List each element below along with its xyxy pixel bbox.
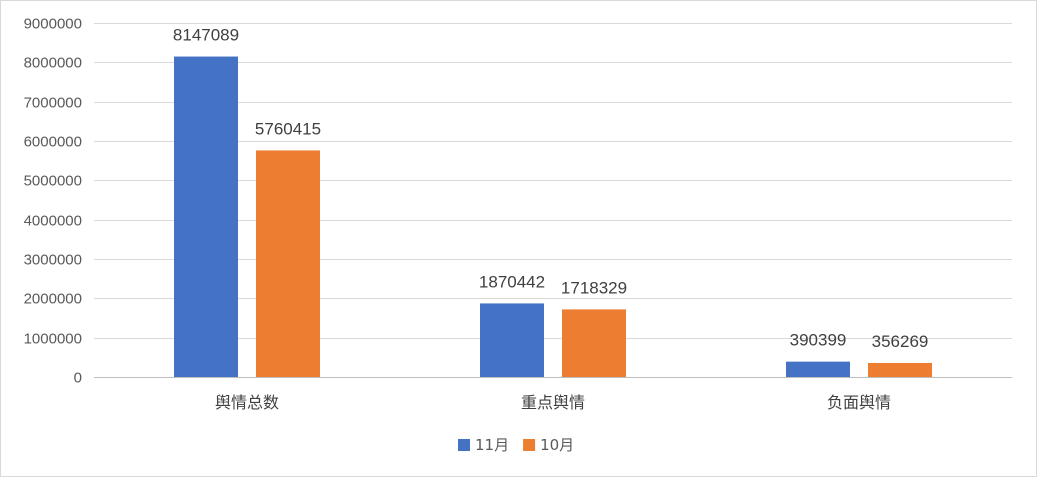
data-label: 1718329 (561, 278, 627, 297)
y-tick-label: 6000000 (24, 134, 82, 151)
data-label: 1870442 (479, 272, 545, 291)
bar (480, 303, 544, 377)
data-label: 390399 (790, 331, 847, 350)
legend-label: 10月 (540, 436, 574, 454)
bar (174, 56, 238, 378)
bar (786, 361, 850, 377)
y-tick-label: 9000000 (24, 16, 82, 33)
y-tick-label: 5000000 (24, 173, 82, 190)
y-tick-label: 8000000 (24, 55, 82, 72)
x-tick-label: 舆情总数 (215, 393, 279, 412)
y-tick-label: 1000000 (24, 331, 82, 348)
y-tick-label: 3000000 (24, 252, 82, 269)
x-tick-label: 重点舆情 (521, 393, 585, 412)
y-tick-label: 2000000 (24, 291, 82, 308)
y-tick-label: 4000000 (24, 213, 82, 230)
data-label: 5760415 (255, 119, 321, 138)
y-tick-label: 7000000 (24, 95, 82, 112)
data-label: 356269 (872, 332, 929, 351)
bar (868, 362, 932, 377)
bar (256, 150, 320, 377)
legend-swatch (523, 439, 536, 451)
y-tick-label: 0 (74, 370, 82, 387)
x-tick-label: 负面舆情 (827, 393, 891, 412)
legend-label: 11月 (475, 436, 509, 454)
legend-swatch (458, 439, 470, 451)
bar (562, 309, 626, 377)
data-label: 8147089 (173, 26, 239, 45)
